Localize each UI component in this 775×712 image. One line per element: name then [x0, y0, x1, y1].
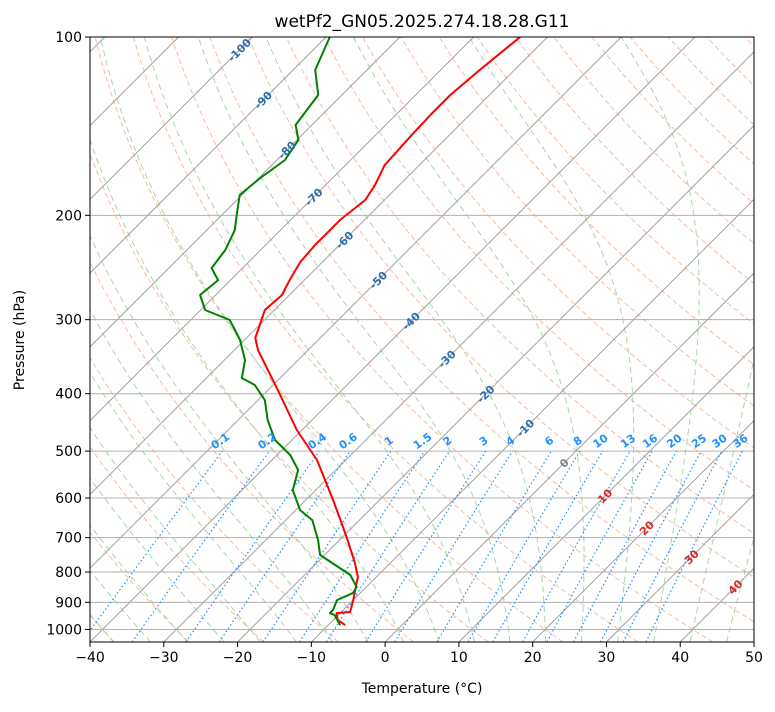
x-axis-label: Temperature (°C)	[361, 681, 483, 697]
dry-adiabat	[0, 37, 264, 642]
y-tick-label: 200	[55, 208, 82, 224]
mixing-ratio-line	[601, 451, 702, 642]
dry-adiabat	[57, 37, 488, 642]
x-tick-label: 10	[450, 650, 468, 666]
x-tick-label: 30	[598, 650, 616, 666]
dry-adiabat	[554, 37, 775, 642]
dry-adiabat	[363, 37, 775, 642]
moist-adiabat	[690, 37, 775, 642]
y-tick-label: 700	[55, 531, 82, 547]
mixing-ratio-label: 25	[689, 432, 709, 451]
dry-adiabat	[630, 37, 775, 642]
mixing-ratio-line	[82, 451, 223, 642]
mixing-ratio-label: 8	[571, 434, 585, 449]
moist-adiabat	[763, 37, 775, 642]
x-tick-label: 0	[381, 650, 390, 666]
moist-adiabat	[0, 37, 224, 642]
y-tick-label: 600	[55, 491, 82, 507]
mixing-ratio-label: 3	[477, 434, 491, 449]
isotherm-label: -100	[225, 36, 254, 65]
dry-adiabat	[19, 37, 414, 642]
y-tick-label: 900	[55, 595, 82, 611]
isotherm-label: -80	[276, 138, 299, 161]
y-tick-label: 300	[55, 313, 82, 329]
y-axis-label: Pressure (hPa)	[12, 290, 28, 390]
mixing-ratio-label: 16	[640, 431, 660, 451]
y-tick-label: 800	[55, 565, 82, 581]
mixing-ratio-line	[547, 451, 652, 642]
mixing-ratio-line	[574, 451, 677, 642]
dry-adiabat	[707, 37, 775, 642]
x-tick-label: −20	[223, 650, 253, 666]
background-lines	[0, 37, 775, 642]
y-axis: 100 200 300 400 500 600 700 800 900 1000	[46, 30, 90, 638]
mixing-ratio-label: 13	[618, 432, 638, 451]
isotherm-line	[0, 37, 547, 642]
mixing-ratio-label: 4	[504, 434, 518, 449]
mixing-ratio-line	[437, 451, 551, 642]
y-tick-label: 500	[55, 444, 82, 460]
mixing-ratio-label: 10	[591, 431, 611, 451]
isotherm-line	[0, 37, 252, 642]
dry-adiabat	[0, 37, 339, 642]
dry-adiabat	[592, 37, 775, 642]
mixing-ratio-line	[263, 451, 391, 642]
moist-adiabat	[63, 37, 403, 642]
isotherm-line	[0, 37, 326, 642]
moist-adiabat	[4, 37, 333, 642]
mixing-ratio-label: 36	[730, 431, 750, 451]
x-tick-label: −30	[149, 650, 179, 666]
dry-adiabat	[668, 37, 775, 642]
isotherm-line	[459, 37, 775, 642]
moist-adiabat	[0, 37, 187, 642]
isotherm-line	[385, 37, 775, 642]
x-axis: −40 −30 −20 −10 0 10 20 30 40 50	[75, 642, 763, 666]
mixing-ratio-label: 2	[441, 434, 455, 449]
moist-adiabat	[100, 37, 439, 642]
isotherm-line	[0, 37, 400, 642]
mixing-ratio-line	[623, 451, 722, 642]
chart-title: wetPf2_GN05.2025.274.18.28.G11	[275, 12, 570, 32]
mixing-ratio-label: 6	[542, 434, 556, 449]
y-tick-label: 100	[55, 30, 82, 46]
mixing-ratio-label: 20	[664, 431, 684, 451]
moist-adiabat	[0, 37, 260, 642]
isotherm-line	[90, 37, 695, 642]
dry-adiabat	[745, 37, 775, 642]
x-tick-label: −40	[75, 650, 105, 666]
dry-adiabat	[133, 37, 638, 642]
y-tick-label: 1000	[46, 622, 82, 638]
dry-adiabat	[0, 37, 189, 642]
moist-adiabat	[469, 37, 634, 642]
dry-adiabat	[172, 37, 713, 642]
moist-adiabat	[727, 37, 775, 642]
isotherm-line	[311, 37, 775, 642]
isotherm-line	[164, 37, 769, 642]
moist-adiabat	[32, 37, 368, 642]
isotherm-line	[533, 37, 775, 642]
isotherm-line	[754, 37, 775, 642]
dry-adiabat	[516, 37, 775, 642]
dry-adiabat	[439, 37, 775, 642]
x-tick-label: −10	[297, 650, 327, 666]
x-tick-label: 50	[745, 650, 763, 666]
x-tick-label: 20	[524, 650, 542, 666]
x-tick-label: 40	[671, 650, 689, 666]
mixing-ratio-label: 0.1	[209, 430, 232, 452]
y-tick-label: 400	[55, 387, 82, 403]
mixing-ratio-label: 1	[382, 434, 396, 449]
